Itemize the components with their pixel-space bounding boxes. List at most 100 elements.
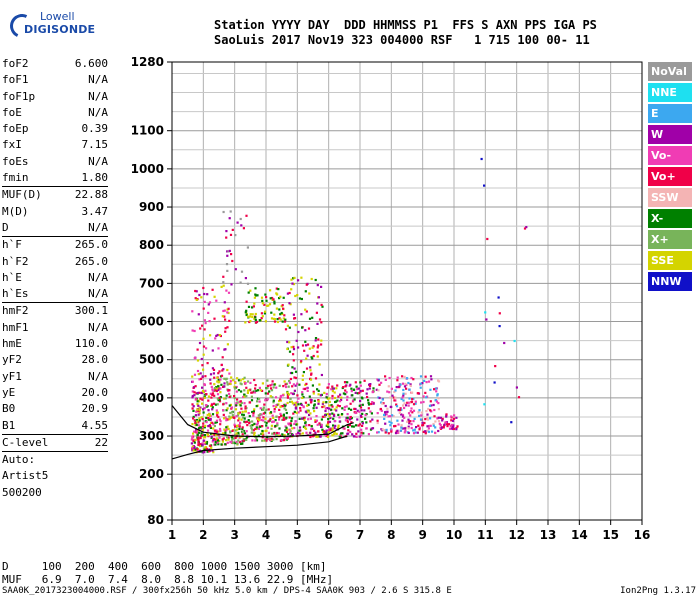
echo-point [193,329,196,333]
echo-point [304,308,307,311]
echo-point [245,420,249,423]
echo-point [245,300,248,303]
echo-point [418,409,421,412]
echo-point [291,427,294,430]
echo-point [253,302,256,305]
param-value: N/A [88,270,108,284]
echo-point [254,312,257,316]
echo-point [279,412,282,415]
param-name: yF2 [2,353,22,367]
echo-point [195,410,198,413]
echo-points [190,157,528,454]
echo-point [326,407,329,410]
param-name: hmF2 [2,304,29,318]
echo-point [273,432,276,435]
echo-point [404,382,407,385]
echo-point [211,389,214,392]
echo-point [274,396,278,399]
echo-point [437,420,441,423]
echo-point [338,435,341,438]
legend-item: X- [648,209,692,228]
echo-point [262,419,265,422]
echo-point [239,379,242,382]
echo-point [207,416,210,420]
echo-point [222,284,225,287]
echo-point [205,442,208,445]
echo-point [387,415,390,418]
echo-point [309,431,312,434]
echo-point [411,391,414,394]
echo-point [412,409,416,412]
echo-point [255,426,258,429]
echo-point [252,429,255,432]
echo-point [235,440,238,443]
echo-point [285,385,288,389]
param-value: 20.9 [81,402,109,416]
echo-point [317,344,320,347]
echo-point [204,446,207,449]
echo-point [203,328,206,331]
echo-point [317,400,320,403]
echo-point [205,440,209,444]
echo-point [392,396,395,399]
echo-point [274,419,277,422]
echo-point [416,392,419,395]
echo-point [316,302,319,305]
echo-point [210,446,213,449]
echo-point [298,426,302,429]
echo-point [236,221,239,224]
echo-point [277,288,280,291]
echo-point [286,347,289,351]
echo-point [316,423,319,426]
echo-point [384,404,387,408]
echo-point [301,432,304,435]
echo-point [371,418,374,421]
echo-point [265,439,268,442]
echo-point [361,420,364,424]
echo-point [200,434,203,437]
echo-point [318,422,321,425]
echo-point [205,405,208,408]
x-tick-label: 11 [477,528,494,542]
echo-point [423,379,426,382]
echo-point [407,425,410,428]
echo-point [410,426,413,430]
echo-point [239,400,242,403]
echo-point [195,418,198,422]
echo-point [261,315,264,318]
echo-point [294,406,297,409]
chart-grid [172,61,642,521]
ionospheric-parameters: foF2 6.600 foF1 N/A foF1p N/A foE N/A foEp 0.39 fx… [2,56,108,501]
param-value: N/A [88,89,108,103]
x-tick-label: 1 [168,528,176,542]
echo-point [218,440,221,443]
echo-point [347,432,350,435]
echo-point [346,395,349,398]
echo-point [515,386,518,389]
echo-point [390,421,393,425]
echo-point [346,381,349,384]
echo-point [371,391,374,394]
echo-point [441,417,444,420]
echo-point [409,384,412,387]
echo-point [344,393,347,396]
echo-point [251,439,254,442]
echo-point [289,397,292,400]
echo-point [390,387,393,390]
header-columns: Station YYYY DAY DDD HHMMSS P1 FFS S AXN… [214,18,597,32]
echo-point [286,292,289,295]
param-name: D [2,220,9,234]
echo-point [398,411,401,414]
echo-point [261,425,264,428]
echo-point [320,373,323,377]
echo-point [231,411,234,414]
echo-point [363,409,366,412]
echo-point [273,320,277,323]
echo-point [201,386,204,389]
echo-point [263,439,267,442]
echo-point [206,450,209,453]
echo-point [266,384,270,387]
echo-point [205,421,208,424]
echo-point [324,434,327,437]
echo-point [324,409,327,413]
